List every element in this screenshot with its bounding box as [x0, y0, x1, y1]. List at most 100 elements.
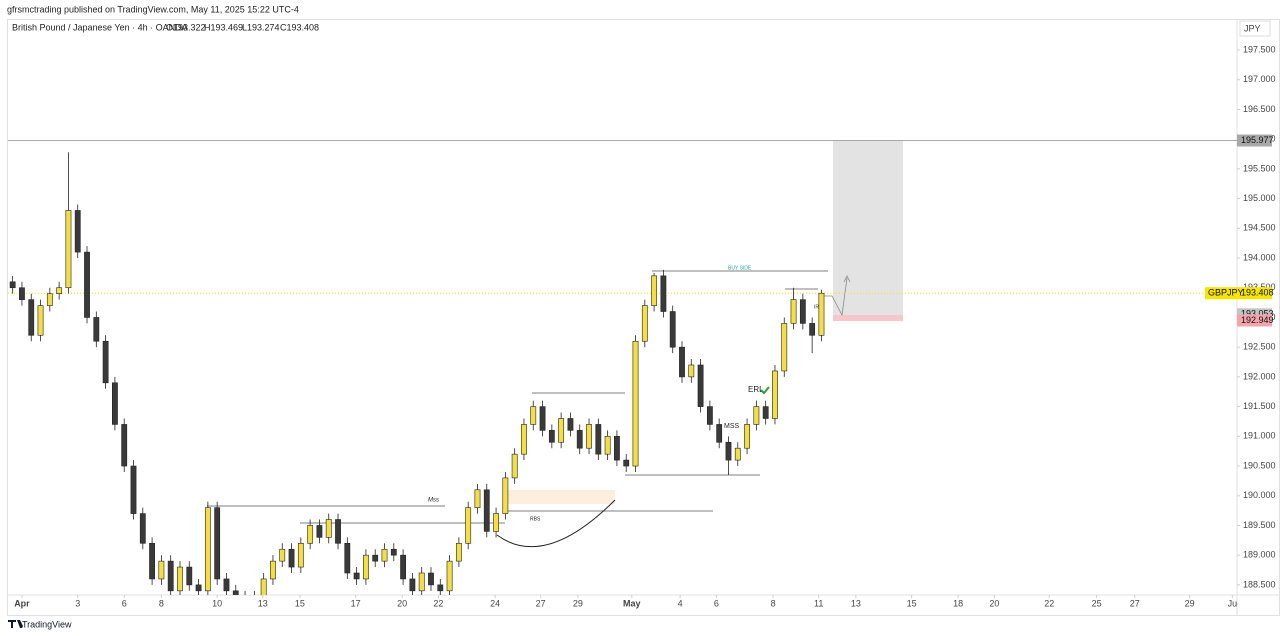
annotation: BUY SIDE — [728, 265, 752, 271]
stop-zone — [833, 315, 903, 321]
candle-body — [102, 340, 109, 384]
candle-body — [688, 364, 695, 378]
candle-body — [679, 346, 685, 378]
candle-body — [93, 317, 100, 342]
candle-body — [660, 275, 667, 312]
candle-body — [762, 406, 769, 419]
candle-body — [511, 453, 518, 479]
candle-body — [818, 292, 825, 336]
x-tick-label: 8 — [159, 598, 164, 608]
x-tick-label: 29 — [1185, 598, 1195, 608]
candle-body — [353, 572, 360, 580]
x-tick-label: 11 — [814, 598, 823, 608]
candle-body — [483, 489, 490, 532]
candle-body — [465, 507, 472, 544]
candle-body — [493, 513, 499, 532]
arrow-head — [843, 275, 851, 283]
candle-body — [149, 542, 155, 580]
y-tick-label: 195.500 — [1243, 163, 1276, 173]
price-tag-label: 195.977 — [1241, 135, 1274, 145]
curve — [496, 499, 616, 548]
x-tick-label: 22 — [1044, 598, 1054, 608]
candle-body — [428, 572, 434, 586]
candle-body — [158, 560, 165, 580]
publisher: gfrsmctrading published on TradingView.c… — [7, 4, 299, 14]
x-tick-label: 3 — [75, 598, 80, 608]
candle-body — [409, 578, 416, 592]
projection-arrow — [820, 277, 848, 317]
candle-body — [297, 542, 304, 568]
x-tick-label: 15 — [907, 598, 917, 608]
y-tick-label: 197.000 — [1243, 74, 1276, 84]
candle-body — [604, 436, 611, 455]
candle-body — [781, 323, 788, 372]
candle-body — [325, 519, 332, 538]
candle-body — [437, 584, 444, 592]
x-tick-label: 20 — [397, 598, 407, 608]
candle-body — [418, 572, 425, 592]
drawings: BUY SIDE ERL MSS RBS Mss IRL — [207, 141, 903, 548]
currency-box[interactable] — [1239, 20, 1271, 37]
candle-body — [344, 542, 351, 574]
symbol-tag — [1205, 287, 1237, 300]
candle-body — [19, 287, 25, 300]
candle-body — [195, 584, 202, 592]
candle-body — [214, 507, 221, 580]
candle-body — [539, 406, 546, 431]
candle-body — [130, 465, 137, 514]
candle-body — [753, 406, 760, 425]
candle-body — [390, 548, 397, 556]
x-tick-label: 13 — [258, 598, 268, 608]
ohlc-low: L193.274 — [242, 22, 280, 32]
candle-body — [400, 554, 407, 580]
x-tick-label: 27 — [536, 598, 546, 608]
candle-body — [260, 578, 267, 595]
price-tag — [1237, 134, 1272, 147]
candle-body — [809, 323, 816, 336]
x-tick-label: 10 — [212, 598, 222, 608]
candle-body — [372, 554, 379, 562]
x-tick-label: Apr — [14, 598, 30, 608]
x-tick-label: 29 — [573, 598, 583, 608]
x-tick-label: 27 — [1130, 598, 1140, 608]
candle-body — [223, 578, 230, 592]
currency[interactable]: JPY — [1244, 23, 1261, 33]
y-tick-label: 197.500 — [1243, 44, 1276, 54]
candle-body — [335, 519, 341, 544]
candle-body — [586, 424, 592, 449]
candle-body — [186, 566, 193, 586]
x-tick-label: 15 — [295, 598, 305, 608]
y-tick-label: 190.500 — [1243, 460, 1276, 470]
candle-body — [167, 560, 174, 592]
candle-body — [84, 251, 90, 318]
tv-logo — [8, 620, 26, 628]
candle-body — [204, 507, 211, 592]
candle-body — [65, 210, 72, 289]
y-tick-label: 193.500 — [1243, 282, 1276, 292]
candle-body — [288, 548, 295, 568]
y-tick-label: 190.000 — [1243, 490, 1276, 500]
y-tick-label: 191.000 — [1243, 431, 1276, 441]
annotation: IRL — [814, 304, 822, 310]
candle-body — [28, 299, 35, 336]
y-tick-label: 194.500 — [1243, 223, 1276, 233]
y-tick-label: 194.000 — [1243, 252, 1276, 262]
candle-body — [37, 305, 44, 336]
price-tag — [1237, 314, 1272, 327]
candle-body — [381, 548, 388, 562]
candle-body — [307, 525, 314, 544]
y-tick-label: 195.000 — [1243, 193, 1276, 203]
x-tick-label: 17 — [351, 598, 361, 608]
price-tag — [1237, 287, 1272, 300]
candle-body — [121, 424, 128, 467]
x-tick-label: 6 — [714, 598, 719, 608]
y-tick-label: 189.500 — [1243, 520, 1276, 530]
candle-body — [9, 281, 16, 289]
price-tag-label: 193.408 — [1241, 288, 1274, 298]
candle-body — [651, 275, 658, 306]
candle-body — [177, 566, 183, 592]
symbol: British Pound / Japanese Yen · 4h · OAND… — [12, 22, 188, 32]
candle-body — [790, 299, 797, 324]
check-icon — [760, 386, 770, 395]
